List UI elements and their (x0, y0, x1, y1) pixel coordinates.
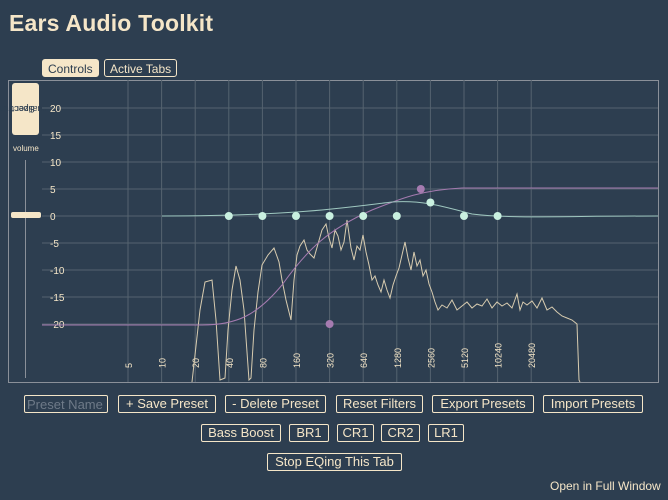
filter-node (325, 320, 334, 328)
filter-node (426, 198, 435, 207)
spectrum-trace (191, 219, 581, 382)
x-tick-label: 40 (225, 358, 235, 368)
y-tick-label: 10 (50, 158, 62, 169)
filter-node (493, 212, 502, 220)
x-tick-label: 20 (191, 358, 201, 368)
open-full-window-link[interactable]: Open in Full Window (550, 479, 661, 493)
x-tick-label: 640 (359, 353, 369, 368)
delete-preset-button[interactable]: - Delete Preset (225, 395, 326, 413)
cr1-button[interactable]: CR1 (337, 424, 374, 442)
eq-response-curve (42, 187, 658, 326)
filter-node (258, 212, 267, 220)
spectrum-visualizer-button[interactable]: Spectrum Visualizer (0, 83, 55, 135)
x-tick-label: 160 (292, 353, 302, 368)
y-tick-label: -5 (50, 239, 59, 250)
volume-slider-thumb[interactable] (11, 212, 41, 218)
y-tick-label: 15 (50, 131, 62, 142)
volume-slider-track[interactable] (25, 160, 26, 378)
x-tick-label: 1280 (393, 348, 403, 368)
lr1-button[interactable]: LR1 (428, 424, 464, 442)
filter-node (325, 212, 334, 220)
x-tick-label: 10 (158, 358, 168, 368)
app-title: Ears Audio Toolkit (9, 10, 214, 36)
filter-node (460, 212, 468, 220)
filter-node (292, 212, 300, 220)
x-tick-label: 2560 (426, 348, 436, 368)
volume-label: volume (13, 144, 39, 153)
import-presets-button[interactable]: Import Presets (543, 395, 643, 413)
peak-filter-curve (161, 201, 658, 218)
x-tick-label: 320 (326, 353, 336, 368)
eq-panel (8, 80, 659, 383)
y-tick-label: 5 (50, 185, 56, 196)
filter-node (359, 212, 368, 220)
x-tick-label: 20480 (527, 343, 537, 368)
cr2-button[interactable]: CR2 (381, 424, 420, 442)
filter-node (416, 185, 425, 193)
y-tick-label: -15 (50, 293, 65, 304)
export-presets-button[interactable]: Export Presets (432, 395, 534, 413)
reset-filters-button[interactable]: Reset Filters (336, 395, 423, 413)
preset-name-input[interactable] (24, 395, 108, 413)
y-tick-label: 20 (50, 104, 62, 115)
x-tick-label: 5120 (460, 348, 470, 368)
br1-button[interactable]: BR1 (289, 424, 329, 442)
x-tick-label: 5 (124, 363, 134, 368)
filter-node (224, 212, 233, 220)
stop-eq-button[interactable]: Stop EQing This Tab (267, 453, 402, 471)
save-preset-button[interactable]: + Save Preset (118, 395, 216, 413)
bass-boost-button[interactable]: Bass Boost (201, 424, 281, 442)
y-tick-label: -10 (50, 266, 65, 277)
tab-controls[interactable]: Controls (42, 59, 99, 77)
y-tick-label: 0 (50, 212, 56, 223)
x-tick-label: 10240 (494, 343, 504, 368)
tab-active-tabs[interactable]: Active Tabs (104, 59, 178, 77)
x-tick-label: 80 (258, 358, 268, 368)
filter-node (392, 212, 401, 220)
